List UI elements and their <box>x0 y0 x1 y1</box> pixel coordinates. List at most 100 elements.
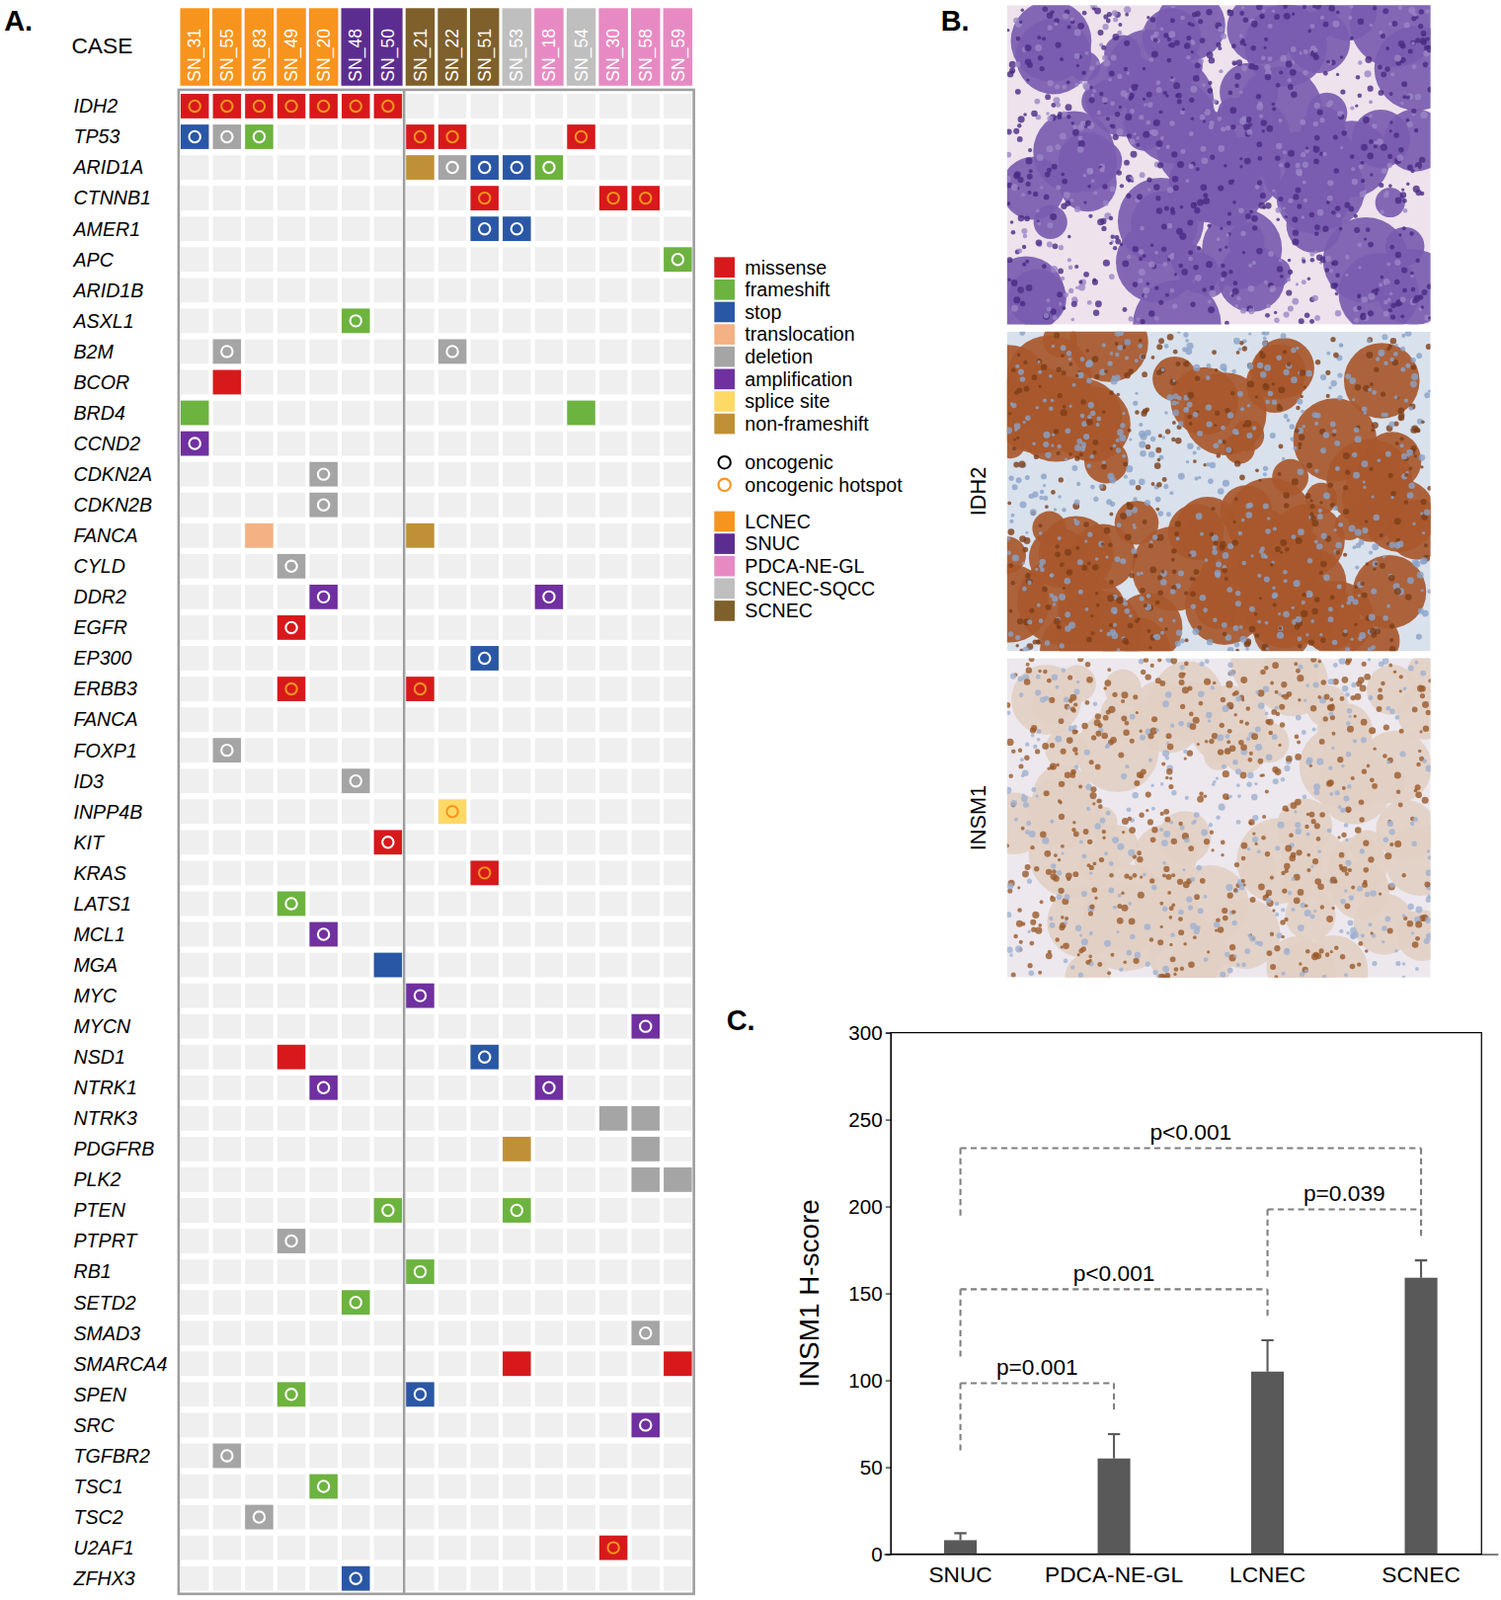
cell-background <box>277 1412 306 1437</box>
oncogenic-marker <box>317 499 329 511</box>
cell-background <box>566 1504 595 1530</box>
cell-background <box>244 707 273 732</box>
cell-background <box>438 798 467 824</box>
oncogenic-marker <box>285 683 297 695</box>
cell-background <box>470 462 498 487</box>
nucleus <box>1400 314 1405 318</box>
nucleus <box>1132 245 1139 252</box>
cell-background <box>470 615 498 640</box>
cell-background <box>180 277 209 303</box>
nucleus <box>1335 205 1342 212</box>
nucleus <box>1007 256 1014 263</box>
cell-background <box>180 676 209 702</box>
cell-background <box>309 124 337 150</box>
cell-background <box>341 370 370 395</box>
cell-background <box>438 829 467 855</box>
cell-background <box>374 1106 402 1131</box>
cell-background <box>599 431 628 457</box>
cell-background <box>438 1197 467 1223</box>
nucleus <box>1319 117 1325 123</box>
cell-background <box>438 246 467 272</box>
cell-background <box>341 707 370 732</box>
nucleus <box>1421 305 1424 309</box>
nucleus <box>1232 200 1237 205</box>
alteration <box>180 93 209 119</box>
nucleus <box>1323 71 1329 77</box>
legend-swatch <box>713 302 735 323</box>
nucleus <box>1350 166 1355 171</box>
cell-background <box>566 829 595 855</box>
cell-background <box>213 798 241 824</box>
nucleus <box>1138 268 1146 276</box>
cell-background <box>470 1044 498 1070</box>
nucleus <box>1100 218 1106 225</box>
nucleus <box>1332 20 1340 28</box>
nucleus <box>1420 191 1424 196</box>
nucleus <box>1275 82 1281 88</box>
nucleus <box>1013 17 1020 24</box>
nucleus <box>1314 224 1321 231</box>
nucleus <box>1125 193 1131 199</box>
cell-background <box>438 1014 467 1039</box>
nucleus <box>1145 120 1151 126</box>
oncogenic-marker <box>285 897 297 909</box>
nucleus <box>1082 10 1088 16</box>
nucleus <box>1363 237 1367 240</box>
nucleus <box>1271 189 1275 193</box>
nucleus <box>1286 78 1291 82</box>
oncogenic-marker <box>189 131 201 143</box>
cell-background <box>405 553 434 579</box>
cell-background <box>213 1504 241 1530</box>
nucleus <box>1077 136 1083 142</box>
cell-background <box>341 952 370 978</box>
nucleus <box>1391 20 1398 27</box>
nucleus <box>1180 149 1185 155</box>
cell-background <box>566 952 595 978</box>
cell-background <box>341 1504 370 1530</box>
gene-label: MCL1 <box>73 923 125 946</box>
nucleus <box>1368 114 1373 119</box>
nucleus <box>1027 173 1033 180</box>
nucleus <box>1022 262 1027 267</box>
cell-background <box>341 185 370 211</box>
nucleus <box>1411 287 1417 293</box>
nucleus <box>1234 304 1239 309</box>
nucleus <box>1232 280 1238 286</box>
cell-background <box>244 1474 273 1500</box>
nucleus <box>1057 111 1063 117</box>
cell-background <box>405 185 434 211</box>
nucleus <box>1256 141 1263 148</box>
cell-background <box>470 246 498 272</box>
cell-background <box>470 370 498 395</box>
nucleus <box>1083 83 1090 90</box>
oncogenic-marker <box>253 131 265 143</box>
cell-background <box>213 492 241 518</box>
cell-background <box>470 339 498 365</box>
cell-background <box>438 553 467 579</box>
micrograph <box>1007 4 1431 324</box>
nucleus <box>1361 296 1368 303</box>
nucleus <box>1301 215 1305 219</box>
nucleus <box>1356 241 1362 247</box>
cell-background <box>309 277 337 303</box>
cell-background <box>180 952 209 978</box>
nucleus <box>1202 197 1210 205</box>
cell-background <box>405 615 434 640</box>
cell-background <box>341 553 370 579</box>
alteration <box>180 124 209 150</box>
oncogenic-marker <box>511 223 523 235</box>
nucleus <box>1041 36 1046 41</box>
nucleus <box>1079 80 1083 84</box>
nucleus <box>1256 103 1264 111</box>
nucleus <box>1286 277 1291 282</box>
cell-background <box>213 829 241 855</box>
nucleus <box>1021 8 1026 13</box>
cell-background <box>213 1535 241 1561</box>
nucleus <box>1188 97 1194 103</box>
legend-label: SNUC <box>744 532 800 554</box>
nucleus <box>1103 200 1109 207</box>
nucleus <box>1239 33 1244 38</box>
nucleus <box>1400 191 1408 199</box>
cell-background <box>277 768 306 793</box>
legend-label: LCNEC <box>744 510 811 533</box>
